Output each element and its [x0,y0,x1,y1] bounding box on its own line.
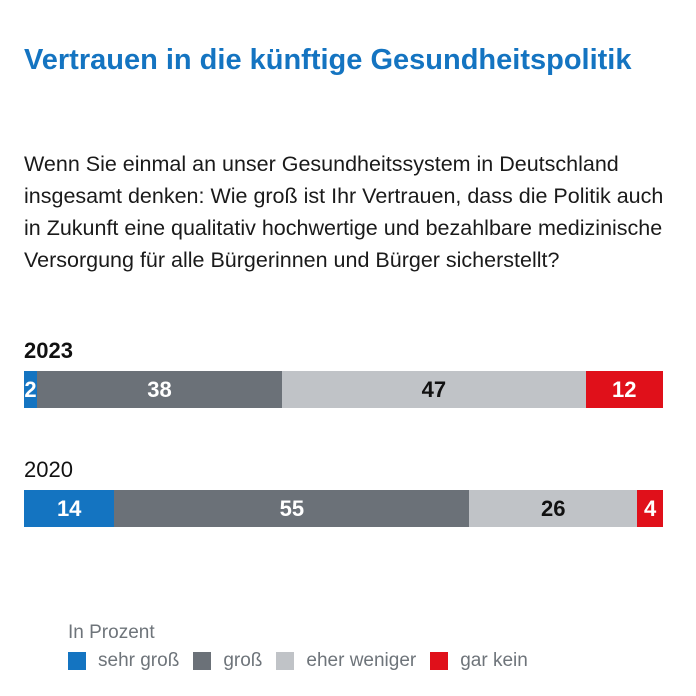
legend-label: sehr groß [98,650,180,671]
legend-label: groß [223,650,263,671]
legend-swatch [193,652,212,670]
legend-item-groß: groß [193,650,262,672]
category-label-2023: 2023 [24,338,73,363]
bar-segment-gar-kein-2023: 12 [585,371,663,408]
data-label: 26 [541,495,566,521]
data-label: 12 [612,376,637,402]
bar-segment-eher-weniger-2023: 47 [282,371,586,408]
bar-segment-groß-2020: 55 [114,490,470,527]
legend-label: eher weniger [306,650,417,671]
data-label: 14 [56,495,82,521]
legend-item-gar-kein: gar kein [430,650,528,672]
data-label: 2 [24,376,37,402]
legend-item-sehr-groß: sehr groß [68,650,179,672]
legend-swatch [276,652,295,670]
bar-segment-groß-2023: 38 [36,371,283,408]
legend: sehr groß groß eher weniger gar kein [68,650,542,672]
bar-segment-sehr-groß-2023: 2 [24,371,37,408]
legend-item-eher-weniger: eher weniger [276,650,416,672]
data-label: 47 [421,376,447,402]
data-label: 38 [147,376,172,402]
category-label-2020: 2020 [24,457,73,482]
stacked-bar-2020: 14 55 26 4 [24,490,663,527]
data-label: 55 [279,495,305,521]
bar-segment-eher-weniger-2020: 26 [469,490,638,527]
legend-swatch [68,652,86,670]
chart-title: Vertrauen in die künftige Gesundheitspol… [24,44,632,76]
survey-question: Wenn Sie einmal an unser Gesundheitssyst… [24,152,664,272]
bar-segment-gar-kein-2020: 4 [637,490,663,527]
legend-swatch [430,652,449,670]
data-label: 4 [643,495,657,521]
unit-note: In Prozent [68,622,155,643]
legend-label: gar kein [460,650,528,671]
stacked-bar-2023: 2 38 47 12 [24,371,663,408]
bar-segment-sehr-groß-2020: 14 [24,490,115,527]
